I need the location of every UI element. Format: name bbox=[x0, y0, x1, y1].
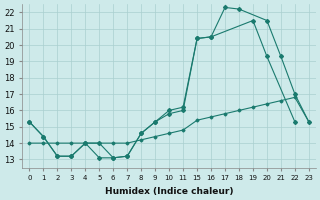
X-axis label: Humidex (Indice chaleur): Humidex (Indice chaleur) bbox=[105, 187, 233, 196]
